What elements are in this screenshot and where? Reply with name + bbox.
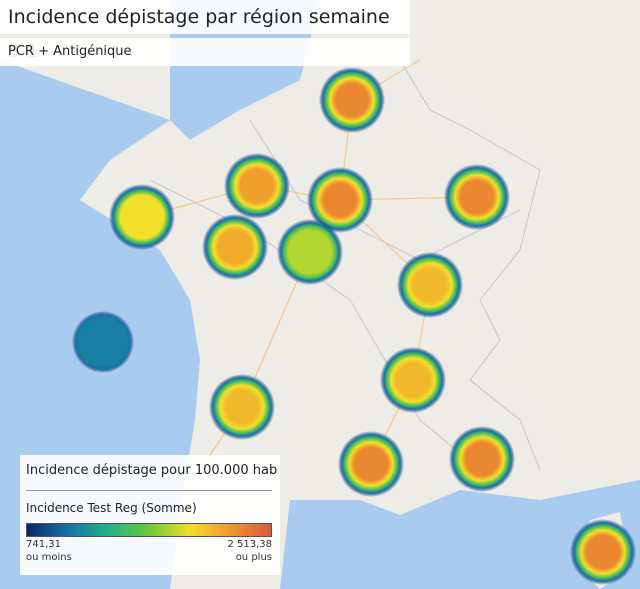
heat-point <box>397 252 463 318</box>
legend-max: 2 513,38 <box>227 539 272 550</box>
heat-point <box>444 164 510 230</box>
legend: Incidence dépistage pour 100.000 hab Inc… <box>20 455 280 575</box>
heat-point <box>380 347 446 413</box>
channel <box>170 0 320 140</box>
legend-max-note: ou plus <box>235 552 272 563</box>
legend-min: 741,31 <box>26 539 61 550</box>
legend-min-note: ou moins <box>26 552 72 563</box>
heat-point <box>277 219 343 285</box>
heat-point <box>570 519 636 585</box>
subtitle: PCR + Antigénique <box>0 38 410 66</box>
heat-point <box>109 184 175 250</box>
heat-point <box>209 374 275 440</box>
legend-title: Incidence dépistage pour 100.000 hab <box>26 463 278 478</box>
legend-measure: Incidence Test Reg (Somme) <box>26 501 197 515</box>
color-scale <box>26 523 272 537</box>
heat-point <box>224 153 290 219</box>
title: Incidence dépistage par région semaine S… <box>0 0 410 62</box>
mediterranean <box>280 480 640 589</box>
heat-point <box>307 167 373 233</box>
heat-point <box>338 431 404 497</box>
heat-point <box>319 67 385 133</box>
heat-point <box>449 426 515 492</box>
heat-point <box>202 214 268 280</box>
heat-point <box>72 311 134 373</box>
